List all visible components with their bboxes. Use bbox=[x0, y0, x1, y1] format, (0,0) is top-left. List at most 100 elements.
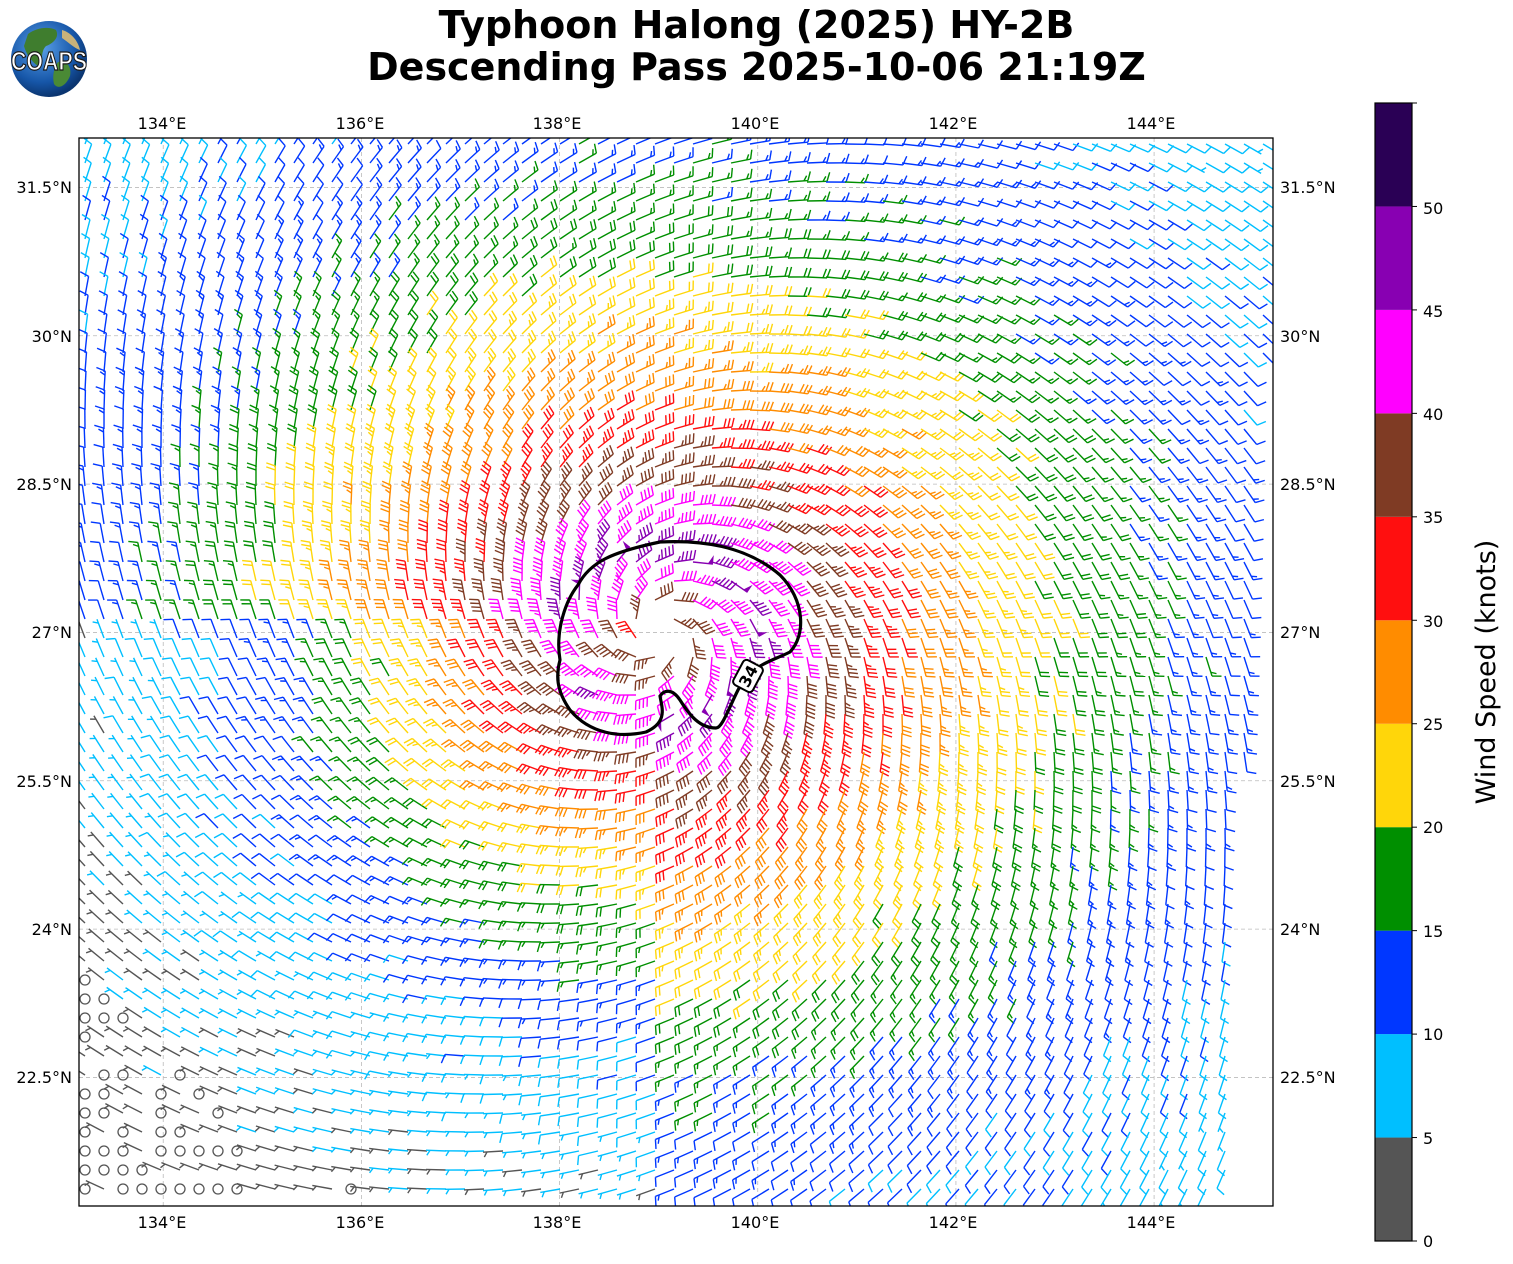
wind-barb bbox=[407, 214, 421, 240]
wind-barb bbox=[1205, 162, 1231, 174]
wind-barb-map: 34 134°E 136°E 138°E 140°E 142°E 144°E 1… bbox=[16, 114, 1335, 1232]
wind-barb bbox=[1015, 180, 1042, 189]
wind-barb bbox=[996, 199, 1023, 208]
wind-barb bbox=[730, 264, 754, 278]
wind-barb bbox=[578, 181, 597, 202]
wind-barb bbox=[1186, 143, 1213, 154]
wind-barb bbox=[673, 261, 694, 278]
wind-barb bbox=[369, 327, 379, 354]
wind-barb bbox=[312, 138, 325, 164]
wind-barb bbox=[578, 200, 597, 221]
wind-barb bbox=[99, 271, 109, 297]
wind-barb bbox=[1205, 295, 1231, 309]
wind-barb bbox=[255, 213, 265, 240]
wind-barb bbox=[274, 232, 284, 259]
wind-barb bbox=[369, 195, 383, 221]
wind-barb bbox=[155, 328, 165, 354]
wind-barb bbox=[787, 287, 812, 298]
wind-barb bbox=[1224, 162, 1250, 174]
wind-barb bbox=[135, 347, 146, 373]
wind-barb bbox=[521, 292, 538, 316]
wind-barb bbox=[749, 304, 773, 316]
wind-barb bbox=[844, 270, 870, 281]
wind-barb bbox=[1091, 257, 1117, 269]
wind-barb bbox=[673, 223, 694, 240]
wind-barb bbox=[293, 270, 303, 297]
wind-barb bbox=[768, 344, 793, 355]
wind-barb bbox=[1129, 314, 1155, 328]
wind-barb bbox=[996, 238, 1023, 247]
wind-barb bbox=[388, 138, 396, 145]
wind-barb bbox=[79, 328, 88, 354]
wind-barb bbox=[464, 253, 479, 278]
wind-barb bbox=[730, 226, 753, 240]
wind-barb bbox=[844, 328, 870, 339]
wind-barb bbox=[1129, 181, 1156, 192]
wind-barb bbox=[213, 328, 223, 354]
wind-barb bbox=[559, 237, 578, 259]
wind-barb bbox=[426, 252, 440, 278]
wind-barb bbox=[597, 238, 617, 259]
wind-barb bbox=[1129, 333, 1155, 347]
wind-barb bbox=[1167, 276, 1193, 290]
wind-barb bbox=[654, 165, 675, 183]
wind-barb bbox=[1110, 257, 1136, 269]
wind-barb bbox=[445, 271, 459, 297]
wind-barb bbox=[635, 138, 653, 145]
wind-barb bbox=[502, 366, 516, 392]
wind-barb bbox=[274, 138, 280, 145]
wind-barb bbox=[540, 367, 556, 392]
wind-barb bbox=[483, 347, 497, 373]
wind-barb bbox=[1091, 295, 1117, 308]
wind-barb bbox=[1034, 161, 1061, 171]
wind-barbs bbox=[79, 138, 1273, 1206]
wind-barb bbox=[236, 213, 246, 240]
title-line-2: Descending Pass 2025-10-06 21:19Z bbox=[367, 45, 1146, 89]
wind-barb bbox=[1129, 371, 1154, 386]
wind-barb bbox=[388, 308, 399, 335]
wind-barb bbox=[445, 309, 458, 335]
title-line-1: Typhoon Halong (2025) HY-2B bbox=[438, 3, 1075, 47]
wind-barb bbox=[673, 147, 694, 164]
wind-barb bbox=[673, 375, 695, 392]
wind-barb bbox=[901, 214, 927, 225]
wind-barb bbox=[388, 252, 401, 278]
wind-barb bbox=[939, 255, 966, 265]
wind-barb bbox=[1015, 199, 1042, 209]
wind-barb bbox=[654, 146, 675, 164]
wind-barb bbox=[1186, 333, 1211, 348]
wind-barb bbox=[578, 256, 597, 278]
wind-barb bbox=[692, 300, 714, 316]
wind-barb bbox=[749, 246, 773, 259]
wind-barb bbox=[692, 358, 715, 373]
wind-barb bbox=[958, 371, 984, 383]
wind-barb bbox=[559, 199, 578, 221]
wind-barb bbox=[1186, 219, 1212, 232]
wind-barb bbox=[1148, 181, 1175, 192]
colorbar-tick-label: 45 bbox=[1423, 302, 1443, 321]
wind-barb bbox=[407, 138, 415, 145]
wind-barb bbox=[1034, 180, 1061, 190]
wind-barb bbox=[1205, 181, 1231, 193]
wind-barb bbox=[882, 350, 909, 361]
wind-barb bbox=[977, 333, 1004, 344]
wind-barb bbox=[445, 328, 458, 354]
wind-barb bbox=[521, 348, 537, 373]
wind-barb bbox=[350, 233, 362, 259]
wind-barb bbox=[559, 161, 578, 183]
wind-barb bbox=[217, 138, 222, 145]
wind-barb bbox=[635, 183, 656, 202]
wind-barb bbox=[1053, 257, 1080, 268]
wind-barb bbox=[1110, 295, 1136, 308]
colorbar-bin bbox=[1375, 103, 1412, 207]
wind-barb bbox=[559, 293, 577, 316]
wind-barb bbox=[711, 340, 734, 354]
wind-barb bbox=[255, 156, 267, 183]
wind-barb bbox=[730, 149, 753, 164]
wind-barb bbox=[654, 374, 675, 392]
colorbar-bins bbox=[1375, 103, 1412, 1241]
wind-barb bbox=[844, 368, 871, 379]
wind-barb bbox=[768, 151, 792, 164]
wind-barb bbox=[1262, 295, 1273, 306]
wind-barb bbox=[1053, 352, 1079, 365]
